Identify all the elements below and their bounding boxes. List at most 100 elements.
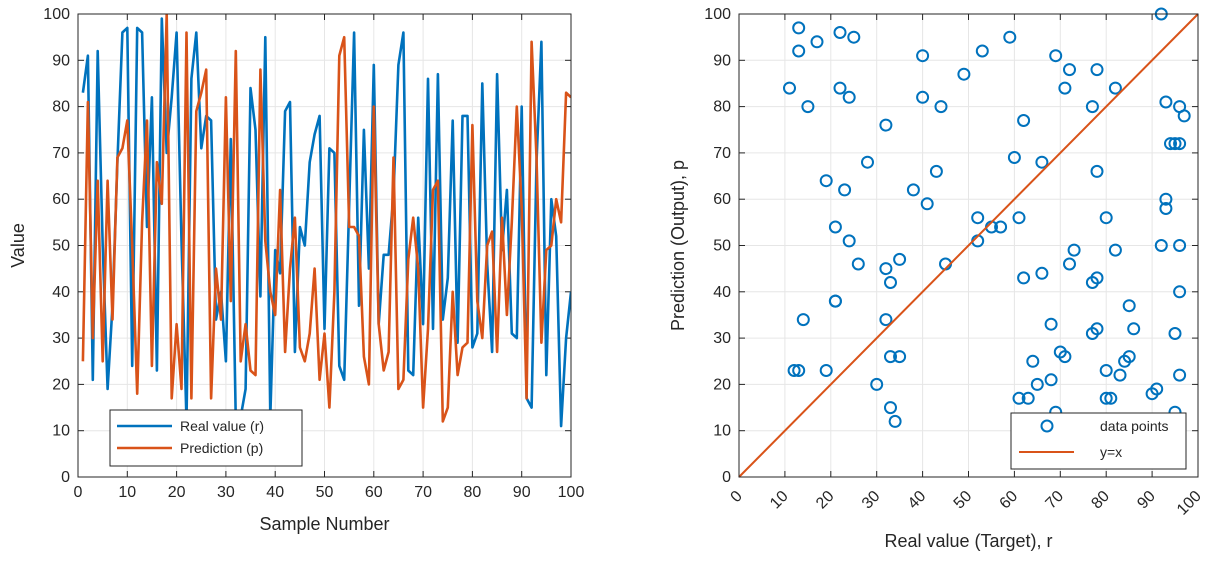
x-tick-label: 80 bbox=[464, 484, 482, 501]
data-point bbox=[819, 174, 833, 188]
x-tick-label: 30 bbox=[859, 488, 884, 513]
data-point bbox=[1063, 63, 1076, 77]
data-point bbox=[861, 155, 874, 169]
data-point bbox=[893, 350, 907, 364]
data-point bbox=[1154, 239, 1168, 252]
y-tick-label: 40 bbox=[713, 284, 731, 301]
data-point bbox=[1035, 266, 1049, 280]
y-tick-label: 60 bbox=[713, 191, 731, 208]
data-point bbox=[1177, 109, 1191, 123]
legend: data points y=x bbox=[1010, 412, 1187, 470]
data-point bbox=[1159, 95, 1173, 109]
data-point bbox=[1063, 257, 1076, 271]
data-point bbox=[1168, 137, 1182, 151]
data-point bbox=[957, 67, 971, 81]
x-tick-label: 60 bbox=[997, 488, 1022, 513]
data-point bbox=[783, 81, 796, 95]
data-point bbox=[934, 100, 948, 114]
x-tick-label: 100 bbox=[558, 484, 585, 501]
data-point bbox=[879, 262, 893, 276]
data-point bbox=[787, 364, 801, 377]
legend-label: y=x bbox=[1100, 444, 1122, 460]
plot-frame bbox=[738, 13, 1199, 478]
y-tick-label: 70 bbox=[52, 145, 70, 162]
data-point bbox=[975, 44, 989, 58]
data-point bbox=[851, 257, 865, 271]
data-point bbox=[833, 81, 847, 95]
y-tick-label: 60 bbox=[52, 191, 70, 208]
y-tick-label: 20 bbox=[713, 376, 731, 393]
y-tick-label: 100 bbox=[704, 6, 731, 23]
data-point bbox=[1085, 276, 1099, 289]
data-point bbox=[828, 294, 842, 308]
data-point bbox=[870, 377, 884, 391]
x-tick-label: 80 bbox=[1088, 488, 1113, 513]
identity-line bbox=[738, 13, 1199, 478]
data-point bbox=[1113, 368, 1127, 382]
data-point bbox=[1099, 391, 1113, 405]
x-tick-label: 70 bbox=[414, 484, 432, 501]
chart-1: 0 10 20 30 40 50 60 70 80 90 100 0 10 20 30 40 50 60 70 80 9… bbox=[8, 6, 584, 534]
x-tick-label: 70 bbox=[1043, 488, 1068, 513]
x-tick-label: 0 bbox=[74, 484, 83, 501]
data-point bbox=[1164, 137, 1177, 151]
y-tick-label: 30 bbox=[52, 330, 70, 347]
data-point bbox=[1049, 49, 1063, 63]
legend-label: Real value (r) bbox=[180, 418, 264, 434]
data-point bbox=[1090, 164, 1104, 178]
x-tick-label: 30 bbox=[217, 484, 235, 501]
data-point bbox=[888, 414, 902, 428]
legend-label: data points bbox=[1100, 418, 1169, 434]
data-point bbox=[884, 401, 897, 415]
data-point bbox=[879, 313, 893, 327]
data-point bbox=[1007, 151, 1021, 164]
data-point bbox=[1053, 345, 1067, 359]
data-point bbox=[893, 252, 907, 266]
data-point bbox=[1085, 327, 1099, 340]
data-point bbox=[1122, 350, 1136, 364]
x-tick-label: 90 bbox=[1134, 488, 1159, 513]
legend-box bbox=[109, 409, 303, 467]
data-point bbox=[842, 234, 856, 248]
data-point bbox=[1030, 377, 1044, 391]
data-point bbox=[1085, 100, 1099, 114]
y-tick-label: 50 bbox=[713, 238, 731, 255]
x-tick-label: 0 bbox=[728, 488, 746, 506]
y-tick-label: 50 bbox=[52, 238, 70, 255]
x-tick-label: 20 bbox=[813, 488, 838, 513]
data-point bbox=[1099, 211, 1113, 225]
x-tick-label: 50 bbox=[316, 484, 334, 501]
x-tick-label: 60 bbox=[365, 484, 383, 501]
y-tick-label: 20 bbox=[52, 376, 70, 393]
data-point bbox=[1058, 81, 1072, 95]
data-point bbox=[1026, 354, 1040, 368]
data-point bbox=[819, 364, 833, 377]
data-point bbox=[1168, 327, 1182, 340]
y-tick-label: 40 bbox=[52, 284, 70, 301]
data-point bbox=[1035, 155, 1049, 169]
legend-swatch bbox=[1040, 419, 1054, 433]
legend: Real value (r) Prediction (p) bbox=[109, 409, 303, 467]
data-point bbox=[838, 183, 852, 197]
chart-2: 0 10 20 30 40 50 60 70 80 90 100 0 10 20 30 40 50 60 70 80 9… bbox=[668, 6, 1205, 551]
data-point bbox=[1159, 202, 1173, 215]
legend-box bbox=[1010, 412, 1187, 470]
x-tick-label: 20 bbox=[168, 484, 186, 501]
data-point bbox=[1012, 391, 1026, 405]
data-point bbox=[810, 35, 824, 49]
data-point bbox=[884, 276, 897, 289]
y-tick-label: 70 bbox=[713, 145, 731, 162]
plot-frame bbox=[77, 13, 572, 478]
data-point bbox=[1012, 211, 1026, 225]
y-axis-label: Prediction (Output), p bbox=[668, 160, 688, 331]
x-tick-label: 100 bbox=[1174, 488, 1205, 519]
y-tick-label: 90 bbox=[52, 52, 70, 69]
data-point bbox=[879, 118, 893, 132]
x-tick-label: 90 bbox=[513, 484, 531, 501]
data-point bbox=[1044, 317, 1058, 331]
data-point bbox=[828, 220, 842, 234]
data-point bbox=[792, 21, 806, 35]
data-point bbox=[1173, 285, 1187, 299]
